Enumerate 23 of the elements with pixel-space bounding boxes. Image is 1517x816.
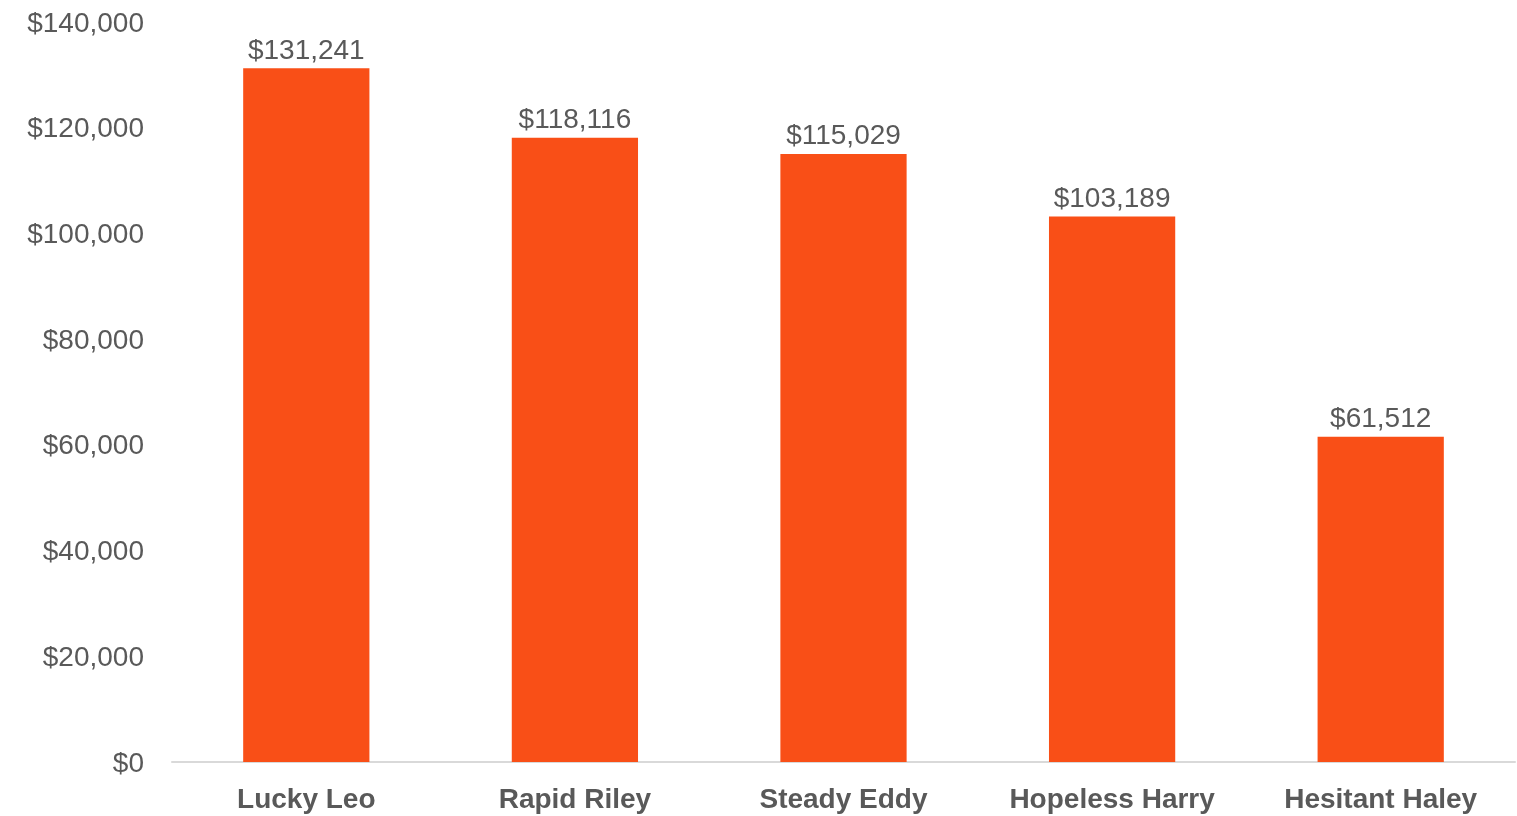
y-tick-label: $120,000 <box>27 112 144 144</box>
x-tick-label: Hesitant Haley <box>1284 782 1478 814</box>
data-label: $103,189 <box>1053 182 1171 214</box>
y-tick-label: $20,000 <box>42 640 144 672</box>
y-tick-label: $80,000 <box>42 323 144 355</box>
x-tick-label: Hopeless Harry <box>1009 782 1216 814</box>
y-tick-label: $0 <box>112 746 144 778</box>
y-tick-label: $60,000 <box>42 429 144 461</box>
data-label: $115,029 <box>786 119 901 151</box>
y-tick-label: $40,000 <box>42 535 144 567</box>
bar <box>1317 436 1444 762</box>
data-label: $61,512 <box>1330 402 1432 434</box>
x-tick-label: Lucky Leo <box>237 782 376 814</box>
bar <box>511 137 639 762</box>
bar <box>243 68 370 762</box>
y-tick-label: $140,000 <box>27 6 144 38</box>
x-tick-label: Rapid Riley <box>498 782 652 814</box>
y-tick-label: $100,000 <box>27 217 144 249</box>
bar <box>780 153 907 762</box>
bar <box>1048 216 1176 762</box>
x-tick-label: Steady Eddy <box>759 782 928 814</box>
data-label: $131,241 <box>247 33 365 65</box>
data-label: $118,116 <box>518 103 632 135</box>
